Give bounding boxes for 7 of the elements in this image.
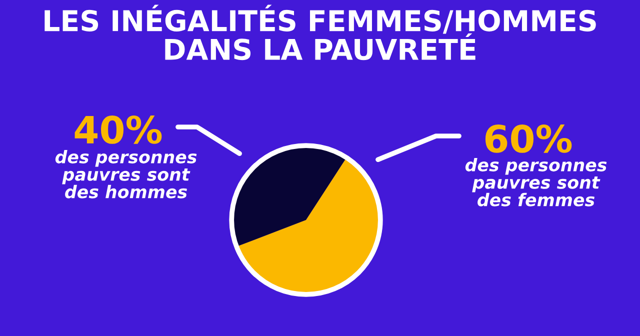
pie-slice [232, 146, 347, 247]
slice-label: des personnes pauvres sont des femmes [465, 158, 607, 206]
pie-slice [236, 158, 380, 294]
slice-label: des personnes pauvres sont des hommes [55, 150, 197, 198]
data-label: 40% [74, 116, 162, 144]
chart-title: LES INÉGALITÉS FEMMES/HOMMES DANS LA PAUVRETÉ [44, 4, 596, 60]
data-label: 60% [485, 124, 572, 153]
